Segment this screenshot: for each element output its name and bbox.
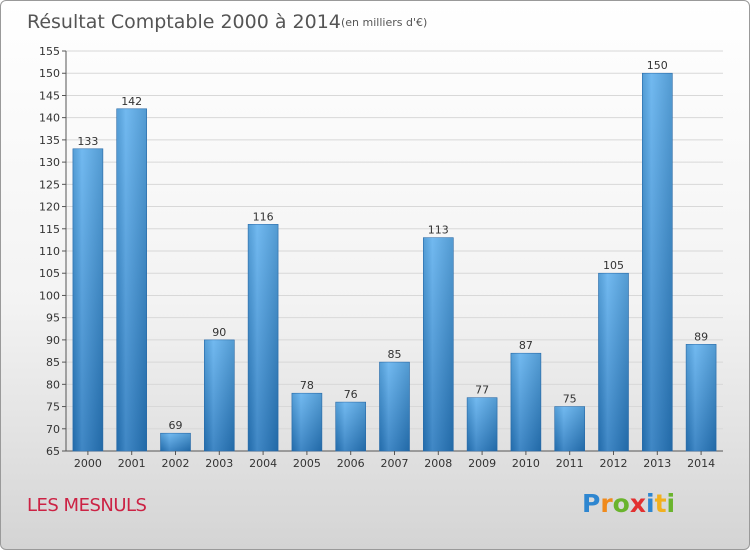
y-tick-label: 70 xyxy=(46,423,60,436)
bar-shade xyxy=(686,344,717,451)
y-tick-label: 125 xyxy=(39,178,60,191)
x-tick-label: 2012 xyxy=(600,457,628,470)
chart-title: Résultat Comptable 2000 à 2014 xyxy=(27,11,341,33)
y-tick-label: 105 xyxy=(39,267,60,280)
y-tick-label: 150 xyxy=(39,67,60,80)
bar-shade xyxy=(335,402,366,451)
bar-shade xyxy=(160,433,191,451)
y-tick-label: 90 xyxy=(46,334,60,347)
x-tick-label: 2007 xyxy=(381,457,409,470)
x-tick-label: 2014 xyxy=(687,457,715,470)
bar-value-label: 150 xyxy=(647,59,668,72)
x-tick-label: 2005 xyxy=(293,457,321,470)
y-tick-label: 80 xyxy=(46,378,60,391)
x-tick-label: 2003 xyxy=(205,457,233,470)
bar-shade xyxy=(248,224,279,451)
bar-shade xyxy=(72,148,103,451)
x-tick-label: 2008 xyxy=(424,457,452,470)
bar-shade xyxy=(554,406,585,451)
bar-shade xyxy=(598,273,629,451)
bar-value-label: 69 xyxy=(169,419,183,432)
y-tick-label: 110 xyxy=(39,245,60,258)
bar-shade xyxy=(116,108,147,452)
y-tick-label: 115 xyxy=(39,223,60,236)
bar-value-label: 76 xyxy=(344,388,358,401)
logo-letter: r xyxy=(600,489,613,518)
y-tick-label: 155 xyxy=(39,45,60,58)
y-tick-label: 95 xyxy=(46,312,60,325)
bar-shade xyxy=(423,237,454,451)
logo-letter: t xyxy=(654,489,667,518)
logo-letter: o xyxy=(612,489,630,518)
logo-letter: P xyxy=(582,489,601,518)
value-labels: 133 142 69 90 116 78 76 85 113 77 87 75 105 150 89 xyxy=(77,59,708,432)
bar-value-label: 78 xyxy=(300,379,314,392)
logo-letter: i xyxy=(646,489,655,518)
bar-shade xyxy=(510,353,541,451)
x-tick-label: 2013 xyxy=(643,457,671,470)
x-tick-label: 2009 xyxy=(468,457,496,470)
bar-shade xyxy=(379,362,410,451)
x-tick-label: 2010 xyxy=(512,457,540,470)
bar-value-label: 116 xyxy=(253,210,274,223)
x-tick-label: 2006 xyxy=(337,457,365,470)
x-tick-label: 2011 xyxy=(556,457,584,470)
x-tick-label: 2000 xyxy=(74,457,102,470)
bars xyxy=(72,72,717,452)
y-tick-label: 135 xyxy=(39,134,60,147)
bar-value-label: 75 xyxy=(563,393,577,406)
x-tick-label: 2004 xyxy=(249,457,277,470)
bar-value-label: 85 xyxy=(388,348,402,361)
bar-value-label: 105 xyxy=(603,259,624,272)
bar-value-label: 87 xyxy=(519,339,533,352)
logo-letter: x xyxy=(629,489,646,518)
x-tick-labels: 2000 2001 2002 2003 2004 2005 2006 2007 2008 2009… xyxy=(74,451,715,470)
y-tick-label: 100 xyxy=(39,289,60,302)
bar-value-label: 142 xyxy=(121,95,142,108)
bar-shade xyxy=(204,339,235,451)
y-tick-label: 65 xyxy=(46,445,60,458)
y-tick-label: 145 xyxy=(39,89,60,102)
y-tick-labels: 65 70 75 80 85 90 95 100 105 110 115 120 125 130 135 14… xyxy=(39,45,60,458)
bar-value-label: 77 xyxy=(475,384,489,397)
logo-letter: i xyxy=(666,489,676,518)
bar-shade xyxy=(467,397,498,451)
chart-subtitle: (en milliers d'€) xyxy=(341,16,427,29)
bar-shade xyxy=(642,73,673,451)
y-tick-label: 140 xyxy=(39,112,60,125)
y-tick-label: 120 xyxy=(39,201,60,214)
x-tick-label: 2002 xyxy=(162,457,190,470)
proxiti-logo: Proxiti xyxy=(582,489,675,518)
bar-shade xyxy=(291,393,322,451)
y-tick-label: 85 xyxy=(46,356,60,369)
bar-value-label: 133 xyxy=(77,135,98,148)
x-tick-label: 2001 xyxy=(118,457,146,470)
bar-value-label: 90 xyxy=(212,326,226,339)
y-tick-label: 75 xyxy=(46,401,60,414)
bar-value-label: 89 xyxy=(694,330,708,343)
bar-value-label: 113 xyxy=(428,224,449,237)
commune-name: LES MESNULS xyxy=(27,495,147,516)
y-tick-label: 130 xyxy=(39,156,60,169)
